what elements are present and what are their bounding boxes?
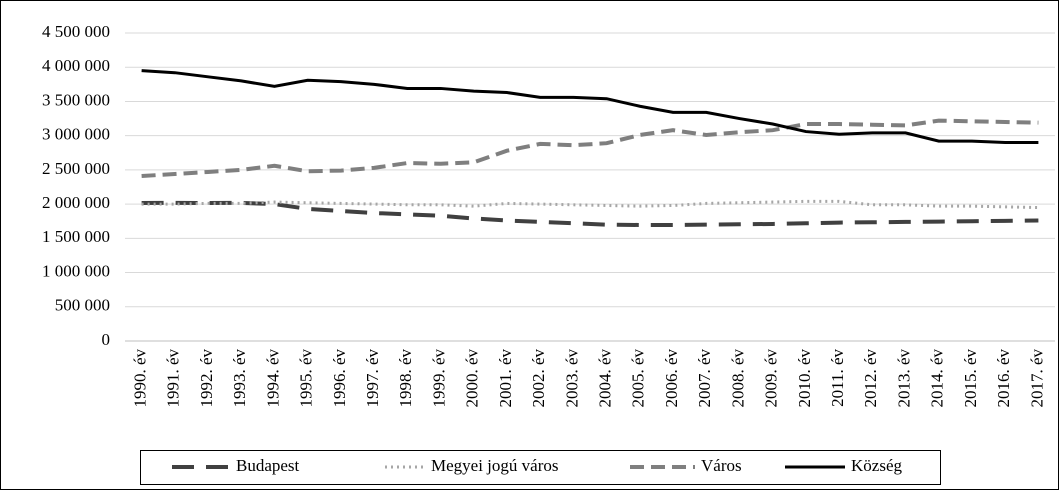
x-tick-label: 2006. év: [662, 349, 681, 408]
y-tick-label: 0: [102, 330, 111, 349]
y-tick-label: 3 500 000: [42, 90, 110, 109]
legend-label: Budapest: [236, 456, 300, 475]
legend-label: Város: [701, 456, 742, 475]
x-tick-label: 1991. év: [164, 349, 183, 408]
x-tick-label: 1992. év: [197, 349, 216, 408]
legend-label: Megyei jogú város: [431, 456, 558, 475]
x-tick-label: 2003. év: [562, 349, 581, 408]
x-tick-label: 1998. év: [396, 349, 415, 408]
x-tick-label: 2002. év: [529, 349, 548, 408]
y-tick-label: 500 000: [55, 296, 110, 315]
x-tick-label: 1995. év: [297, 349, 316, 408]
x-tick-label: 2016. év: [994, 349, 1013, 408]
line: [141, 118, 1039, 179]
line: [141, 69, 1039, 145]
x-tick-label: 1997. év: [363, 349, 382, 408]
x-tick-label: 1999. év: [429, 349, 448, 408]
y-tick-label: 4 500 000: [42, 22, 110, 41]
x-tick-label: 1994. év: [263, 349, 282, 408]
x-tick-label: 2015. év: [961, 349, 980, 408]
x-tick-label: 2011. év: [828, 349, 847, 407]
x-tick-label: 2004. év: [596, 349, 615, 408]
y-tick-label: 1 500 000: [42, 227, 110, 246]
x-tick-label: 2012. év: [861, 349, 880, 408]
x-tick-label: 2017. év: [1027, 349, 1046, 408]
y-tick-label: 1 000 000: [42, 261, 110, 280]
x-tick-label: 2009. év: [762, 349, 781, 408]
y-tick-label: 2 000 000: [42, 193, 110, 212]
legend-label: Község: [851, 456, 902, 475]
x-tick-label: 1996. év: [330, 349, 349, 408]
x-tick-label: 2007. év: [695, 349, 714, 408]
x-tick-label: 2010. év: [795, 349, 814, 408]
y-tick-label: 4 000 000: [42, 56, 110, 75]
x-tick-label: 1990. év: [131, 349, 150, 408]
x-tick-label: 2001. év: [496, 349, 515, 408]
x-tick-label: 2008. év: [728, 349, 747, 408]
x-tick-label: 2013. év: [894, 349, 913, 408]
y-tick-label: 3 000 000: [42, 125, 110, 144]
y-tick-label: 2 500 000: [42, 159, 110, 178]
x-tick-label: 2005. év: [629, 349, 648, 408]
line: [141, 200, 1039, 227]
x-tick-label: 2014. év: [928, 349, 947, 408]
x-tick-label: 2000. év: [463, 349, 482, 408]
x-tick-label: 1993. év: [230, 349, 249, 408]
